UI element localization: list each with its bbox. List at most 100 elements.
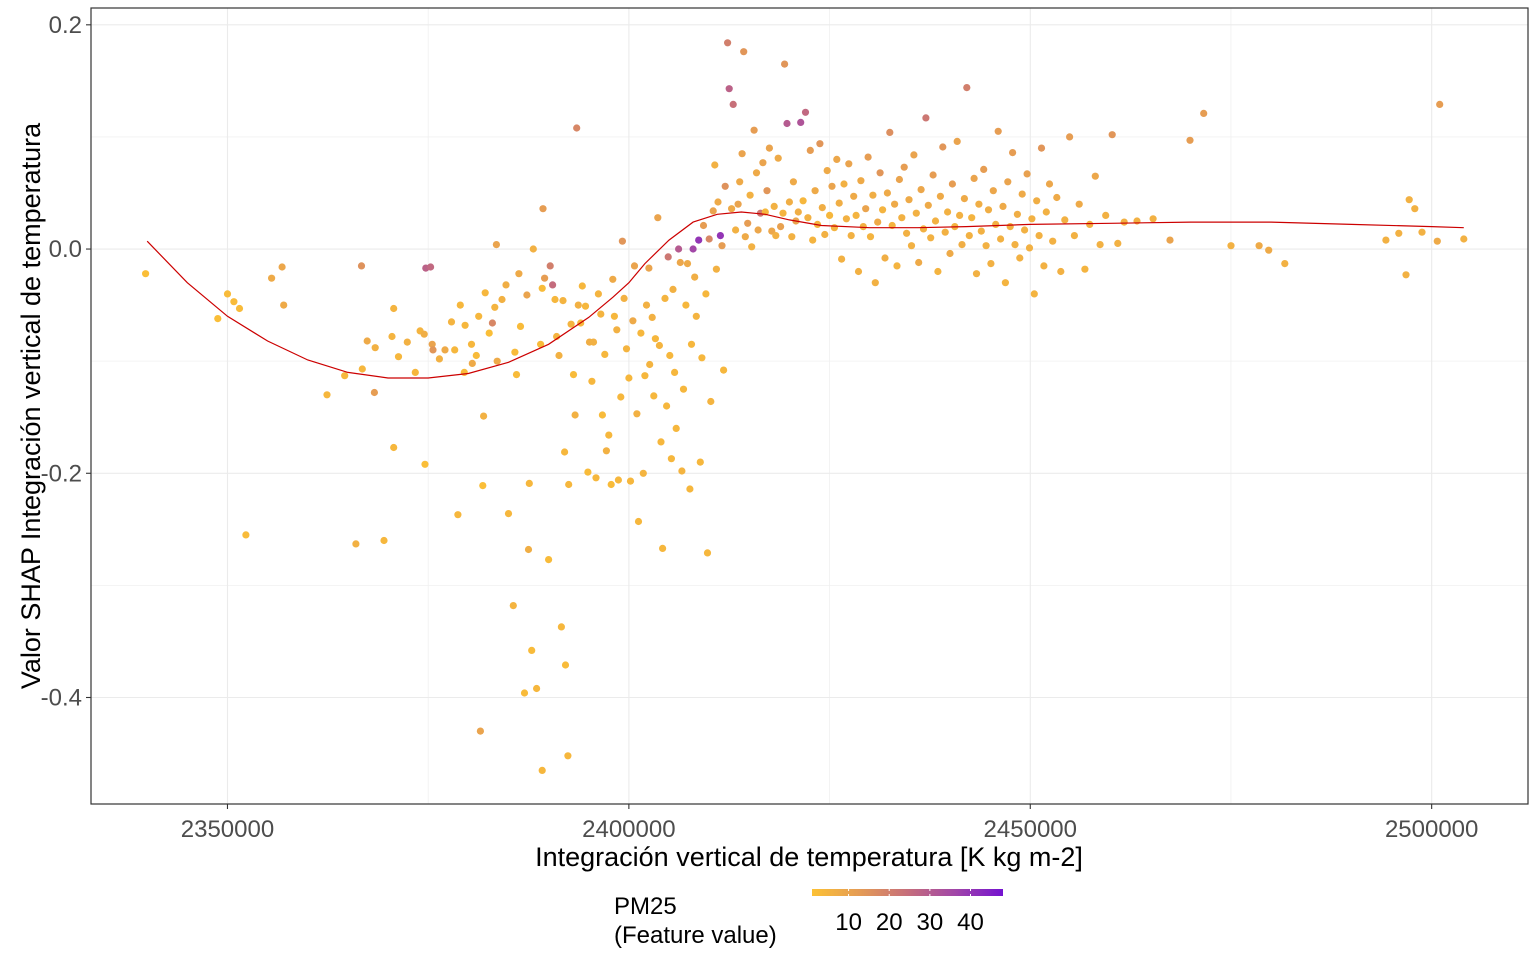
- data-point: [646, 360, 654, 369]
- data-point: [654, 214, 662, 222]
- data-point: [235, 304, 244, 313]
- data-point: [454, 511, 462, 519]
- data-point: [696, 458, 704, 466]
- data-point: [1023, 170, 1031, 178]
- legend-tick-label: 40: [957, 909, 984, 936]
- data-point: [1028, 215, 1036, 223]
- data-point: [989, 187, 997, 195]
- data-point: [441, 346, 449, 354]
- data-point: [630, 262, 639, 270]
- data-point: [664, 253, 672, 261]
- data-point: [729, 100, 737, 108]
- data-point: [1016, 254, 1024, 262]
- data-point: [533, 684, 541, 693]
- data-point: [142, 270, 150, 278]
- data-point: [1382, 236, 1390, 244]
- data-point: [567, 320, 575, 328]
- data-point: [357, 262, 366, 270]
- data-point: [1436, 100, 1444, 108]
- data-point: [435, 355, 443, 363]
- data-point: [682, 301, 690, 309]
- data-point: [481, 289, 489, 297]
- data-point: [895, 175, 904, 184]
- data-point: [541, 274, 549, 282]
- data-point: [472, 351, 480, 360]
- data-point: [864, 153, 872, 161]
- data-point: [770, 202, 778, 210]
- data-point: [809, 236, 817, 244]
- data-point: [847, 232, 855, 240]
- data-point: [589, 338, 598, 346]
- data-point: [724, 39, 732, 47]
- data-point: [736, 178, 744, 186]
- data-point: [498, 295, 506, 304]
- data-point: [854, 267, 863, 276]
- data-point: [948, 180, 957, 188]
- data-point: [427, 263, 435, 271]
- data-point: [1460, 235, 1468, 243]
- data-point: [1021, 226, 1029, 234]
- data-point: [609, 275, 617, 283]
- data-point: [1114, 239, 1122, 247]
- data-point: [965, 232, 973, 240]
- data-point: [910, 151, 918, 159]
- data-point: [1081, 265, 1089, 273]
- data-point: [852, 211, 860, 219]
- data-point: [738, 150, 746, 158]
- data-point: [794, 208, 802, 216]
- data-point: [934, 267, 942, 276]
- data-point: [679, 385, 688, 393]
- data-point: [648, 313, 656, 321]
- data-point: [358, 365, 366, 373]
- legend: PM25 (Feature value) 10 20 30 40: [614, 889, 1003, 949]
- y-tick-label: 0.2: [49, 12, 82, 39]
- data-point: [811, 187, 819, 195]
- data-point: [692, 312, 700, 320]
- data-point: [525, 479, 533, 487]
- data-point: [1405, 196, 1413, 204]
- data-point: [931, 217, 940, 225]
- data-point: [994, 127, 1002, 135]
- data-point: [1045, 180, 1054, 188]
- data-point: [746, 191, 754, 199]
- data-point: [559, 297, 567, 305]
- data-point: [816, 140, 824, 148]
- data-point: [520, 689, 529, 697]
- data-point: [671, 368, 679, 376]
- data-point: [1057, 267, 1065, 276]
- data-point: [669, 285, 677, 293]
- data-point: [626, 477, 635, 485]
- data-point: [944, 208, 952, 216]
- data-point: [740, 48, 748, 56]
- data-point: [555, 351, 563, 360]
- data-point: [504, 509, 513, 518]
- data-point: [1061, 216, 1069, 224]
- data-point: [876, 169, 884, 177]
- data-point: [1402, 271, 1410, 279]
- data-point: [748, 243, 756, 251]
- data-point: [614, 476, 623, 484]
- data-point: [1035, 232, 1043, 240]
- data-point: [980, 165, 988, 173]
- data-point: [223, 290, 232, 298]
- data-point: [833, 155, 841, 163]
- data-point: [845, 160, 853, 168]
- data-point: [799, 197, 807, 205]
- data-point: [492, 241, 500, 249]
- x-tick-label: 2400000: [582, 816, 675, 843]
- data-point: [956, 211, 964, 219]
- data-point: [919, 225, 928, 233]
- data-point: [420, 330, 428, 338]
- data-point: [927, 234, 935, 242]
- legend-tick-label: 20: [876, 909, 903, 936]
- axis-ticks: 2350000 2400000 2450000 2500000 0.2 0.0 -0.2 -0…: [41, 12, 1479, 843]
- data-point: [907, 242, 916, 250]
- data-point: [546, 262, 554, 270]
- data-point: [573, 124, 581, 132]
- data-point: [898, 214, 906, 222]
- scatter-points: [142, 39, 1468, 775]
- data-point: [1025, 244, 1034, 252]
- data-point: [602, 447, 611, 455]
- data-point: [1091, 172, 1099, 180]
